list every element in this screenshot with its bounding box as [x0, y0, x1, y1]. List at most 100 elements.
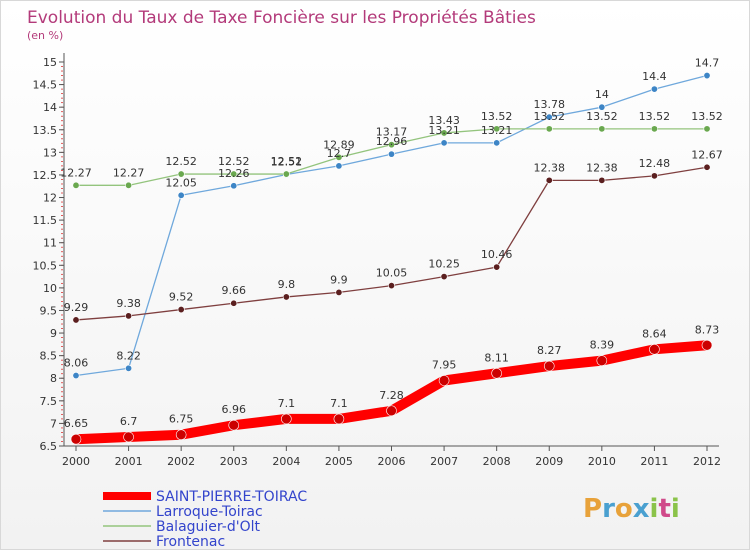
legend: SAINT-PIERRE-TOIRACLarroque-ToiracBalagu… [103, 489, 307, 550]
data-point [333, 413, 345, 425]
data-point [545, 113, 553, 121]
x-tick-label: 2005 [325, 455, 353, 468]
data-label: 6.75 [169, 413, 194, 426]
data-point [493, 263, 501, 271]
data-point [387, 150, 395, 158]
data-label: 12.52 [165, 155, 197, 168]
data-label: 13.21 [481, 124, 513, 137]
data-label: 12.27 [60, 166, 92, 179]
x-tick-label: 2000 [62, 455, 90, 468]
data-point [123, 431, 134, 443]
data-point [387, 141, 395, 149]
data-label: 8.22 [116, 349, 141, 362]
data-point [125, 364, 133, 372]
chart-title: Evolution du Taux de Taxe Foncière sur l… [27, 8, 536, 28]
data-label: 14 [595, 88, 609, 101]
data-point [543, 360, 555, 372]
data-label: 13.78 [534, 98, 566, 111]
data-point [493, 139, 501, 147]
data-point [596, 355, 608, 366]
y-tick-label: 8 [50, 372, 57, 385]
x-tick-label: 2008 [483, 455, 511, 468]
data-point [440, 129, 448, 137]
x-tick-label: 2001 [115, 455, 143, 468]
data-label: 8.73 [695, 323, 720, 336]
data-label: 9.9 [330, 273, 348, 286]
data-label: 12.7 [327, 147, 352, 160]
legend-label: Frontenac [156, 534, 225, 550]
data-label: 9.29 [64, 301, 89, 314]
data-point [598, 125, 606, 133]
y-tick-label: 9.5 [40, 304, 58, 317]
data-label: 9.52 [169, 291, 194, 304]
data-label: 12.52 [271, 155, 303, 168]
data-label: 12.51 [271, 155, 303, 168]
series-balaguier-d-olt [72, 125, 711, 189]
data-point [491, 367, 502, 379]
y-tick-label: 10 [43, 282, 57, 295]
data-point [335, 153, 343, 161]
data-label: 12.48 [639, 157, 671, 170]
data-point [545, 125, 553, 133]
data-point [230, 182, 238, 190]
proxiti-logo: Proxiti [583, 494, 680, 524]
proxiti-logo-text: Proxiti [583, 494, 680, 524]
axes: 6.5 7 7.5 8 8.5 9 9.5 10 10.5 11 11.5 12 12.5 13 13.5 1… [33, 53, 721, 468]
data-point [177, 191, 185, 199]
data-point [440, 139, 448, 147]
data-label: 8.27 [537, 344, 562, 357]
y-tick-label: 12.5 [33, 169, 58, 182]
x-tick-label: 2002 [167, 455, 195, 468]
data-label: 9.8 [278, 278, 296, 291]
series-frontenac [72, 163, 711, 324]
y-tick-label: 6.5 [40, 440, 58, 453]
data-point [230, 170, 238, 178]
legend-label: Larroque-Toirac [156, 504, 263, 520]
data-point [650, 85, 658, 93]
series-saint-pierre-toirac [70, 339, 713, 445]
x-tick-label: 2006 [378, 455, 406, 468]
data-point [701, 339, 713, 351]
y-tick-label: 13 [43, 146, 57, 159]
x-tick-label: 2007 [430, 455, 458, 468]
y-tick-label: 11.5 [33, 214, 58, 227]
data-label: 10.05 [376, 267, 408, 280]
data-point [440, 273, 448, 281]
data-point [72, 181, 80, 189]
data-point [72, 372, 80, 380]
x-tick-label: 2004 [272, 455, 300, 468]
data-label: 12.26 [218, 167, 250, 180]
legend-label: SAINT-PIERRE-TOIRAC [156, 489, 307, 505]
y-tick-label: 15 [43, 56, 57, 69]
data-point [282, 170, 290, 178]
data-point [230, 299, 238, 307]
y-tick-label: 12 [43, 192, 57, 205]
data-point [175, 429, 187, 441]
data-point [335, 162, 343, 170]
data-point [335, 288, 343, 296]
data-label: 13.52 [639, 110, 671, 123]
data-point [125, 312, 133, 320]
data-point [703, 72, 711, 80]
x-tick-label: 2003 [220, 455, 248, 468]
data-label: 13.43 [428, 114, 460, 127]
series-layer [70, 72, 713, 445]
data-label: 12.38 [586, 161, 618, 174]
x-tick-label: 2012 [693, 455, 721, 468]
y-tick-label: 11 [43, 237, 57, 250]
data-point [598, 176, 606, 184]
data-label: 8.39 [590, 339, 615, 352]
data-point [177, 306, 185, 314]
data-label: 13.21 [428, 124, 460, 137]
data-label: 12.67 [691, 148, 723, 161]
y-tick-label: 7 [50, 417, 57, 430]
data-label: 9.66 [222, 284, 247, 297]
data-label: 7.28 [379, 389, 404, 402]
y-tick-label: 8.5 [40, 350, 58, 363]
data-point [70, 433, 82, 445]
data-label: 7.95 [432, 358, 457, 371]
y-tick-label: 14.5 [33, 79, 58, 92]
x-tick-label: 2009 [535, 455, 563, 468]
data-label: 13.52 [586, 110, 618, 123]
